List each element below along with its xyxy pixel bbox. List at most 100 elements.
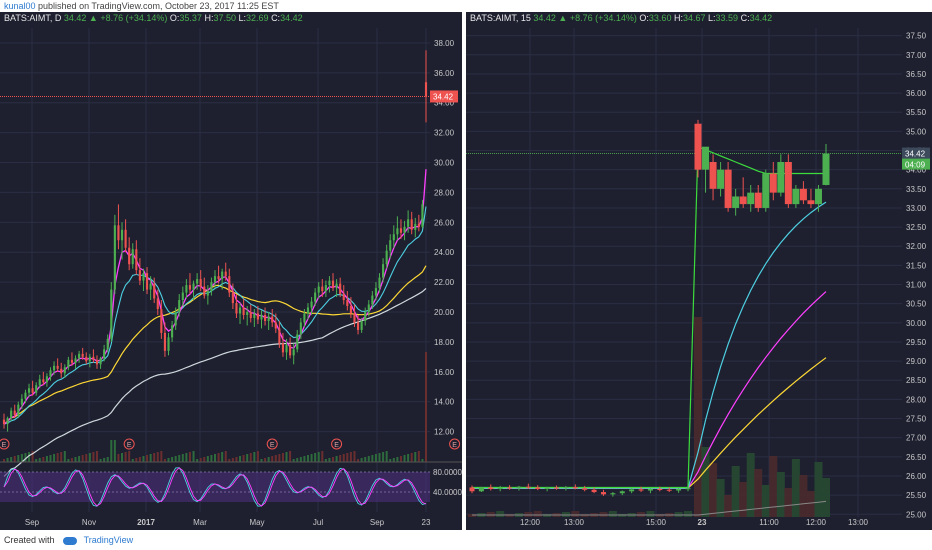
volume-bar [256,451,259,462]
volume-bar [731,466,740,517]
current-price-tag [902,147,930,159]
volume-bar [425,352,427,462]
candle-body [739,196,747,205]
volume-bar [6,458,9,462]
y-tick-label: 12.00 [434,428,455,437]
y-tick-label: 16.00 [434,368,455,377]
daily-close-label: C: [271,13,281,23]
volume-bar [806,491,815,517]
candle-body [27,388,31,393]
daily-chart-panel[interactable]: BATS:AIMT, D 34.42 ▲ +8.76 (+34.14%) O:3… [0,12,462,530]
y-tick-label: 31.50 [906,261,927,270]
candle-body [13,410,16,416]
y-tick-label: 36.00 [906,89,927,98]
volume-bar [206,456,209,462]
candle-body [666,489,672,491]
candle-body [138,270,141,281]
candle-body [106,338,109,350]
candle-body [156,298,159,310]
volume-bar [228,459,231,462]
volume-bar [571,511,580,517]
daily-open: 35.37 [179,13,202,23]
y-tick-label: 30.00 [906,319,927,328]
candle-body [185,285,188,293]
x-tick-label: 12:00 [806,518,827,527]
oscillator-band [0,472,430,502]
candle-body [238,307,242,314]
intraday-legend: BATS:AIMT, 15 34.42 ▲ +8.76 (+34.14%) O:… [470,13,772,23]
volume-bar [60,452,63,462]
candle-body [217,276,220,280]
candle-body [769,173,777,193]
intraday-chart-svg[interactable]: 25.00 25.50 26.00 26.50 27.00 27.50 28.00 28.50… [466,12,932,530]
author-link[interactable]: kunal00 [4,1,36,11]
footer: Created with TradingView [0,530,932,550]
x-tick-label: 23 [422,518,431,527]
x-tick-label: 15:00 [646,518,667,527]
candle-body [292,349,295,356]
y-tick-label: 38.00 [434,39,455,48]
candle-body [178,300,181,312]
volume-bar [303,456,306,462]
daily-chart-svg[interactable]: 12.00 14.00 16.00 18.00 20.00 22.00 24.00 26.00… [0,12,462,530]
stoch-d-line [3,467,427,507]
volume-bar [357,459,360,462]
volume-bar [784,488,793,517]
volume-bar [13,456,16,462]
volume-bar [171,457,174,462]
intraday-high-label: H: [673,13,683,23]
candle-body [160,309,163,333]
volume-bar [324,459,327,462]
candle-body [702,146,710,170]
volume-bar [349,452,352,462]
y-tick-label: 35.50 [906,108,927,117]
candle-body [253,313,256,318]
candle-body [128,247,131,265]
candle-body [120,229,124,241]
candle-body [285,344,288,353]
daily-high-label: H: [204,13,214,23]
y-tick-label: 36.50 [906,70,927,79]
x-tick-label: Mar [193,518,207,527]
volume-bar [153,453,156,462]
volume-bar [131,459,134,462]
candle-body [582,488,588,490]
candle-body [31,388,34,393]
volume-bar [178,455,181,462]
candle-body [342,294,345,301]
earnings-marker-label: E [127,442,132,449]
volume-bar [103,458,106,462]
volume-bar [814,462,823,517]
candle-body [371,295,374,305]
publish-header: kunal00 published on TradingView.com, Oc… [0,0,932,12]
volume-bar [38,458,41,462]
candle-body [228,276,231,293]
volume-bar [410,453,413,462]
tradingview-link[interactable]: TradingView [83,535,134,545]
candle-body [271,316,274,323]
candle-body [777,162,785,193]
volume-bar [188,452,191,462]
earnings-marker [0,438,10,450]
candle-body [149,283,152,290]
intraday-change: ▲ +8.76 (+34.14%) [558,13,637,23]
intraday-low-label: L: [708,13,716,23]
ema-20-line [3,206,427,425]
volume-bar [181,454,184,462]
candle-body [274,322,277,329]
ma-200-line [3,287,427,477]
y-tick-label: 30.00 [434,159,455,168]
volume-bar [822,478,830,517]
intraday-open-label: O: [639,13,649,23]
candle-body [335,283,338,289]
volume-bar [709,463,718,517]
daily-open-label: O: [169,13,180,23]
countdown-label: 04:09 [905,161,926,170]
earnings-marker-label: E [270,442,275,449]
candle-body [382,264,385,278]
candle-body [124,229,127,248]
candle-body [478,487,484,492]
candle-body [814,188,822,205]
intraday-chart-panel[interactable]: BATS:AIMT, 15 34.42 ▲ +8.76 (+34.14%) O:… [466,12,932,530]
volume-bar [124,452,127,462]
